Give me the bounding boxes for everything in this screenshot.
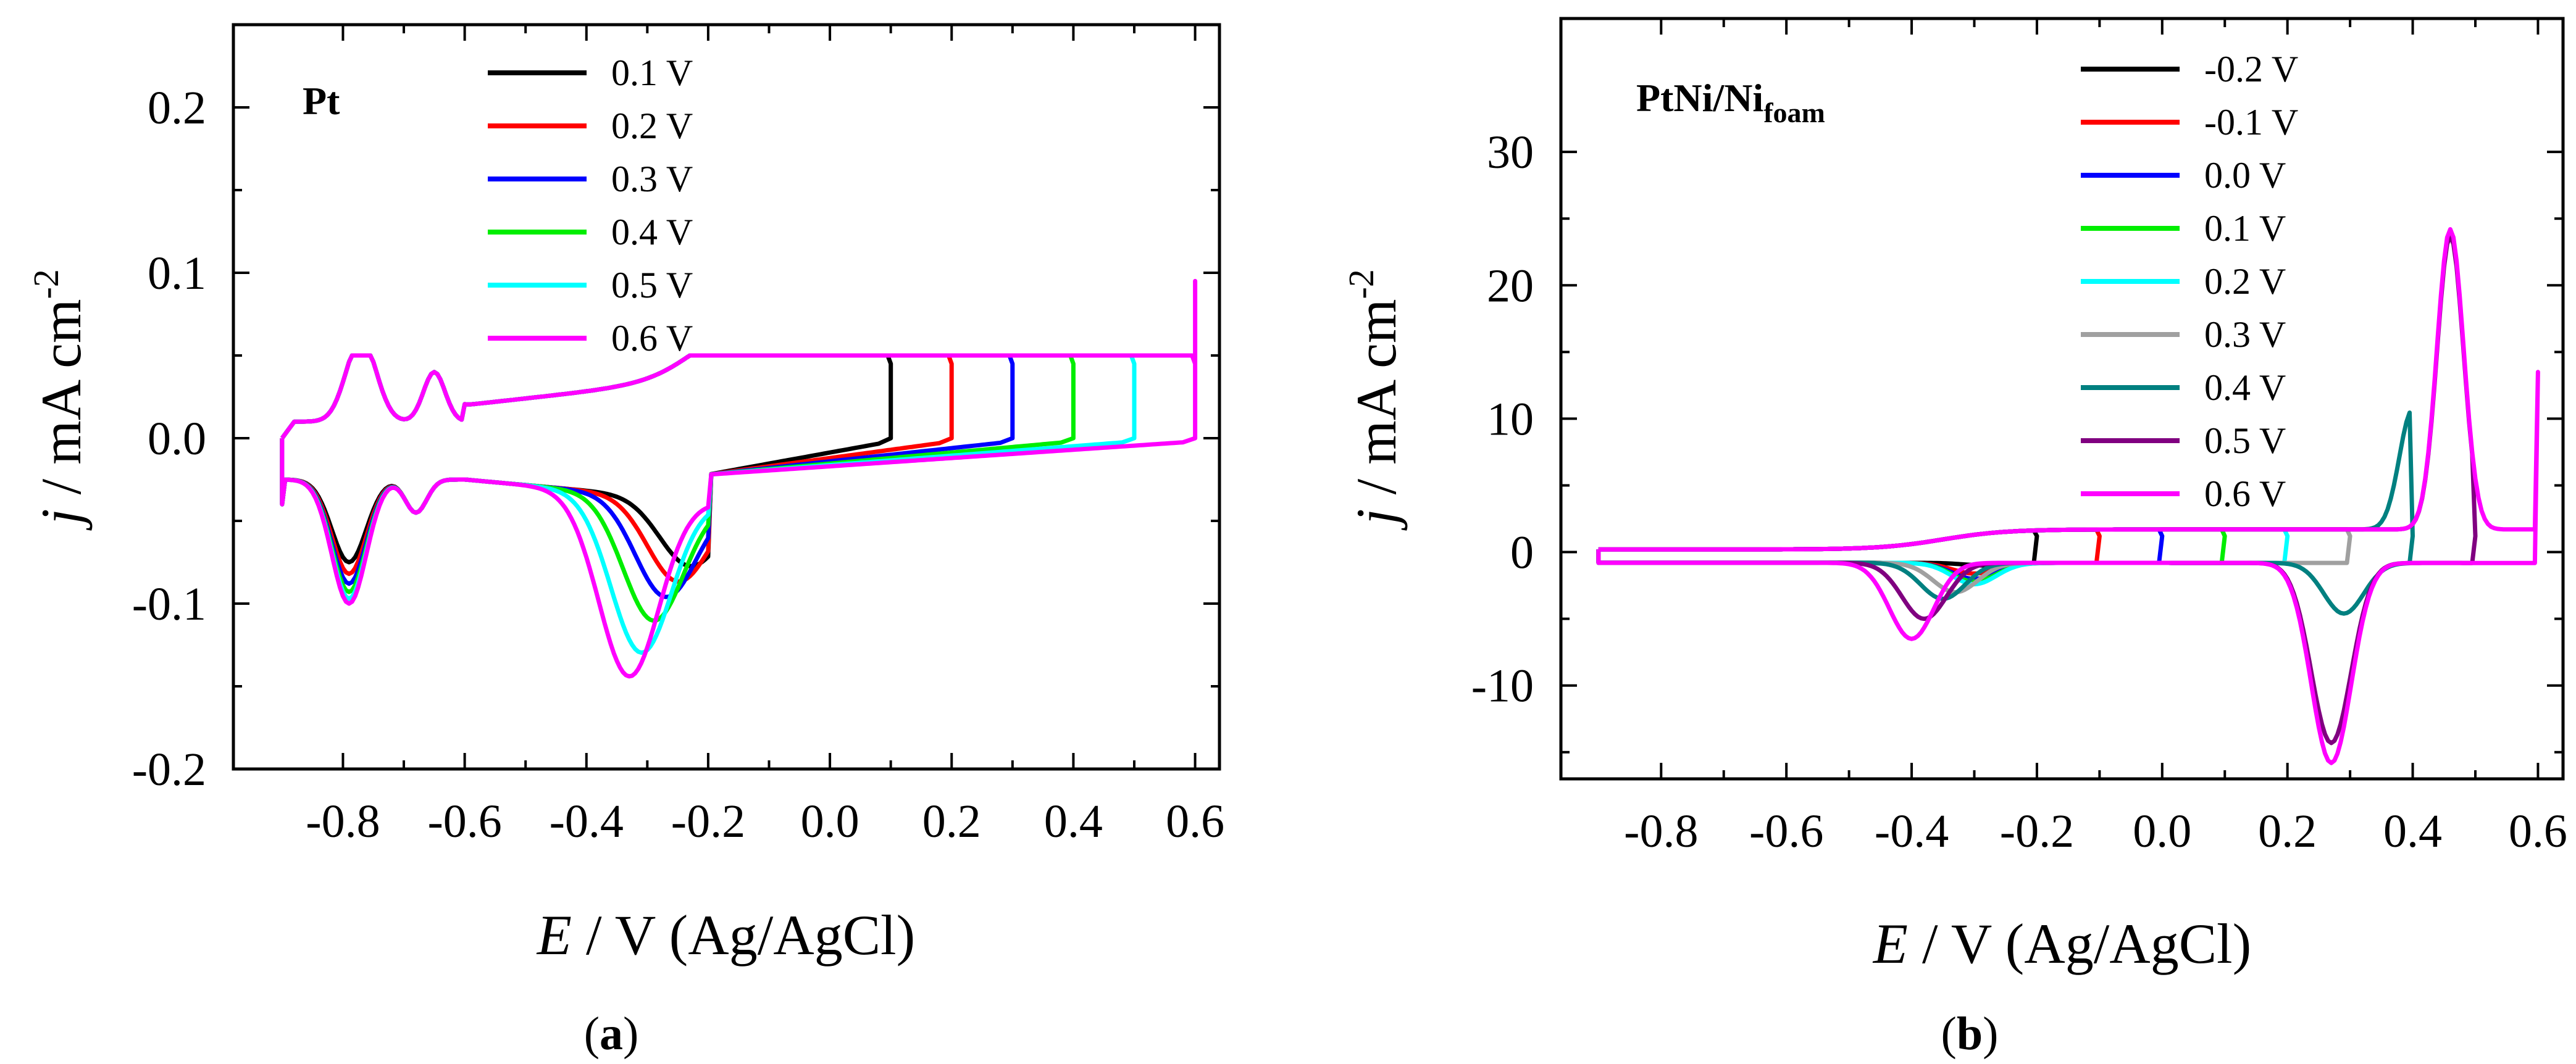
x-tick-label: -0.6 <box>1749 805 1823 857</box>
legend-label-3: 0.3 V <box>611 159 693 199</box>
y-tick-label: 30 <box>1487 127 1534 178</box>
x-tick-label: 0.2 <box>922 796 981 847</box>
series-line-3 <box>280 353 1015 599</box>
x-tick-label: 0.0 <box>801 796 859 847</box>
x-tick-label: 0.2 <box>2258 805 2317 857</box>
legend-label-5: 0.5 V <box>611 265 693 305</box>
panel-b-legend: -0.2 V -0.1 V 0.0 V 0.1 V 0.2 V 0.3 V 0.4… <box>2081 49 2298 514</box>
legend-label-2: -0.1 V <box>2204 102 2298 143</box>
panel-a-pt: -0.8 -0.6 -0.4 -0.2 0.0 0.2 0.4 0.6 0.2 0.1 0.0 -0.… <box>26 23 1224 1060</box>
panel-b-caption: (b) <box>1941 1008 1999 1060</box>
panel-b-title: PtNi/Nifoam <box>1636 76 1825 128</box>
y-tick-label: -10 <box>1471 660 1534 712</box>
legend-label-6: 0.3 V <box>2204 314 2286 355</box>
legend-label-1: -0.2 V <box>2204 49 2298 89</box>
x-tick-label: -0.6 <box>427 796 501 847</box>
panel-b-ticks: -0.8 -0.6 -0.4 -0.2 0.0 0.2 0.4 0.6 30 20 10 0 -10 <box>1471 19 2567 857</box>
y-tick-label: 0 <box>1510 527 1534 579</box>
x-tick-label: -0.4 <box>1875 805 1949 857</box>
panel-a-caption: (a) <box>584 1008 639 1060</box>
panel-a-title: Pt <box>303 79 340 123</box>
panel-a-x-axis-label: E / V (Ag/AgCl) <box>536 904 916 966</box>
x-tick-label: 0.4 <box>2383 805 2442 857</box>
y-tick-label: -0.1 <box>132 578 206 630</box>
panel-b-curves <box>1596 227 2540 765</box>
series-line-9 <box>1596 227 2540 765</box>
panel-a-legend: 0.1 V 0.2 V 0.3 V 0.4 V 0.5 V 0.6 V <box>488 52 693 359</box>
panel-a-curves <box>280 278 1198 679</box>
y-tick-label: 0.2 <box>148 82 206 134</box>
y-tick-label: -0.2 <box>132 744 206 796</box>
x-tick-label: 0.6 <box>2509 805 2567 857</box>
panel-a-y-axis-label: j / mA cm-2 <box>26 269 93 531</box>
legend-label-8: 0.5 V <box>2204 420 2286 461</box>
x-tick-label: 0.0 <box>2133 805 2191 857</box>
panel-b-y-axis-label: j / mA cm-2 <box>1341 269 1408 531</box>
series-line-8 <box>1596 233 2478 746</box>
x-tick-label: -0.8 <box>306 796 380 847</box>
legend-label-7: 0.4 V <box>2204 367 2286 408</box>
panel-a-plot-frame <box>232 23 1221 771</box>
legend-label-6: 0.6 V <box>611 318 693 359</box>
panel-b-plot-frame <box>1559 17 2565 781</box>
legend-label-3: 0.0 V <box>2204 155 2286 196</box>
x-tick-label: -0.4 <box>550 796 624 847</box>
legend-label-2: 0.2 V <box>611 106 693 146</box>
x-tick-label: -0.2 <box>671 796 745 847</box>
legend-label-9: 0.6 V <box>2204 473 2286 514</box>
legend-label-4: 0.1 V <box>2204 208 2286 249</box>
y-tick-label: 0.1 <box>148 247 206 299</box>
legend-label-5: 0.2 V <box>2204 261 2286 302</box>
y-tick-label: 0.0 <box>148 413 206 465</box>
series-line-6 <box>280 278 1198 679</box>
x-tick-label: -0.2 <box>2000 805 2074 857</box>
y-tick-label: 20 <box>1487 260 1534 312</box>
panel-a-ticks: -0.8 -0.6 -0.4 -0.2 0.0 0.2 0.4 0.6 0.2 0.1 0.0 -0.… <box>132 25 1224 847</box>
panel-b-ptni: -0.8 -0.6 -0.4 -0.2 0.0 0.2 0.4 0.6 30 20 10 0 -10 P… <box>1341 17 2567 1060</box>
y-tick-label: 10 <box>1487 393 1534 445</box>
panel-b-x-axis-label: E / V (Ag/AgCl) <box>1872 912 2252 975</box>
x-tick-label: 0.6 <box>1166 796 1224 847</box>
x-tick-label: -0.8 <box>1624 805 1698 857</box>
x-tick-label: 0.4 <box>1044 796 1103 847</box>
legend-label-4: 0.4 V <box>611 212 693 252</box>
legend-label-1: 0.1 V <box>611 52 693 93</box>
